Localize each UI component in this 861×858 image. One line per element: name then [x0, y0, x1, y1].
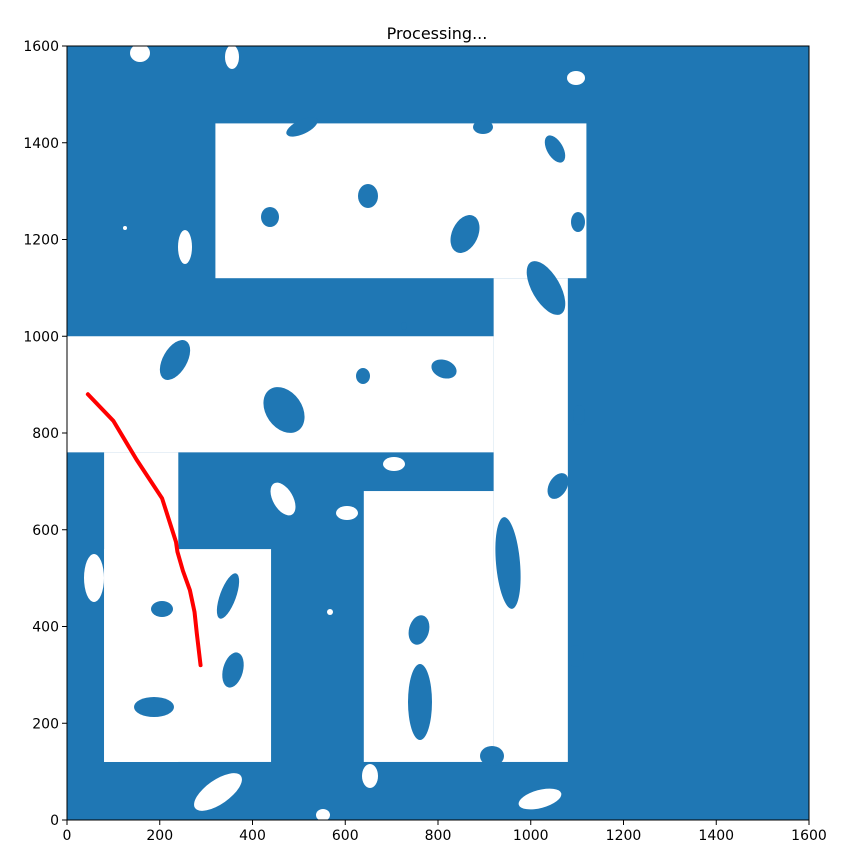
obstacle-blob [495, 517, 521, 609]
y-tick-label: 1600 [23, 39, 59, 55]
y-tick-label: 600 [32, 523, 59, 539]
x-tick-label: 1000 [513, 828, 549, 844]
obstacle-blob [431, 359, 457, 379]
y-tick-label: 200 [32, 716, 59, 732]
y-tick-label: 1200 [23, 233, 59, 249]
chart-title: Processing... [387, 24, 488, 43]
y-axis: 0 200 400 600 800 1000 1200 1400 1600 [23, 39, 67, 829]
plot-area [66, 44, 810, 821]
obstacle-blob [571, 212, 585, 232]
obstacle-blob [408, 615, 430, 645]
free-blob [327, 609, 333, 615]
obstacle-blob [356, 368, 370, 384]
obstacle-blob [222, 652, 244, 688]
free-blob [518, 788, 562, 810]
x-tick-label: 1400 [698, 828, 734, 844]
free-blob [84, 554, 104, 602]
free-blob [316, 809, 330, 821]
obstacle-blob [216, 573, 240, 619]
free-blob [336, 506, 358, 520]
path-line [85, 392, 203, 668]
obstacle-blob [573, 405, 585, 425]
y-tick-label: 400 [32, 620, 59, 636]
obstacle-blob [408, 664, 432, 740]
obstacle-blob [401, 322, 407, 330]
y-tick-label: 800 [32, 426, 59, 442]
obstacle-blob [568, 645, 584, 667]
obstacle-blob [480, 746, 504, 766]
obstacle-blob [159, 340, 191, 380]
free-blob [130, 44, 150, 62]
free-blob [225, 45, 239, 69]
free-blob [178, 230, 192, 264]
obstacle-blob [261, 207, 279, 227]
y-tick-label: 1400 [23, 136, 59, 152]
y-tick-label: 0 [50, 813, 59, 829]
obstacle-blob [547, 473, 569, 499]
free-blob [270, 482, 296, 516]
x-axis: 0 200 400 600 800 1000 1200 1400 1600 [63, 820, 827, 844]
x-tick-label: 400 [239, 828, 266, 844]
x-tick-label: 1600 [791, 828, 827, 844]
free-blob [567, 71, 585, 85]
obstacle-blob [151, 601, 173, 617]
x-tick-label: 800 [425, 828, 452, 844]
free-blob [194, 773, 242, 811]
x-tick-label: 1200 [606, 828, 642, 844]
x-tick-label: 0 [63, 828, 72, 844]
x-tick-label: 200 [146, 828, 173, 844]
obstacle-blob [450, 215, 480, 253]
free-blob [362, 764, 378, 788]
obstacle-blob [286, 117, 318, 137]
obstacle-blob [263, 387, 305, 433]
obstacle-blob [526, 261, 566, 315]
obstacle-blob [134, 697, 174, 717]
x-tick-label: 600 [332, 828, 359, 844]
obstacle-blob [473, 120, 493, 134]
free-blob [383, 457, 405, 471]
y-tick-label: 1000 [23, 329, 59, 345]
free-region-upper-room [215, 123, 587, 279]
obstacle-blob [358, 184, 378, 208]
obstacle-blob-layer [84, 44, 585, 821]
free-blob [123, 226, 127, 230]
obstacle-blob [544, 135, 566, 163]
